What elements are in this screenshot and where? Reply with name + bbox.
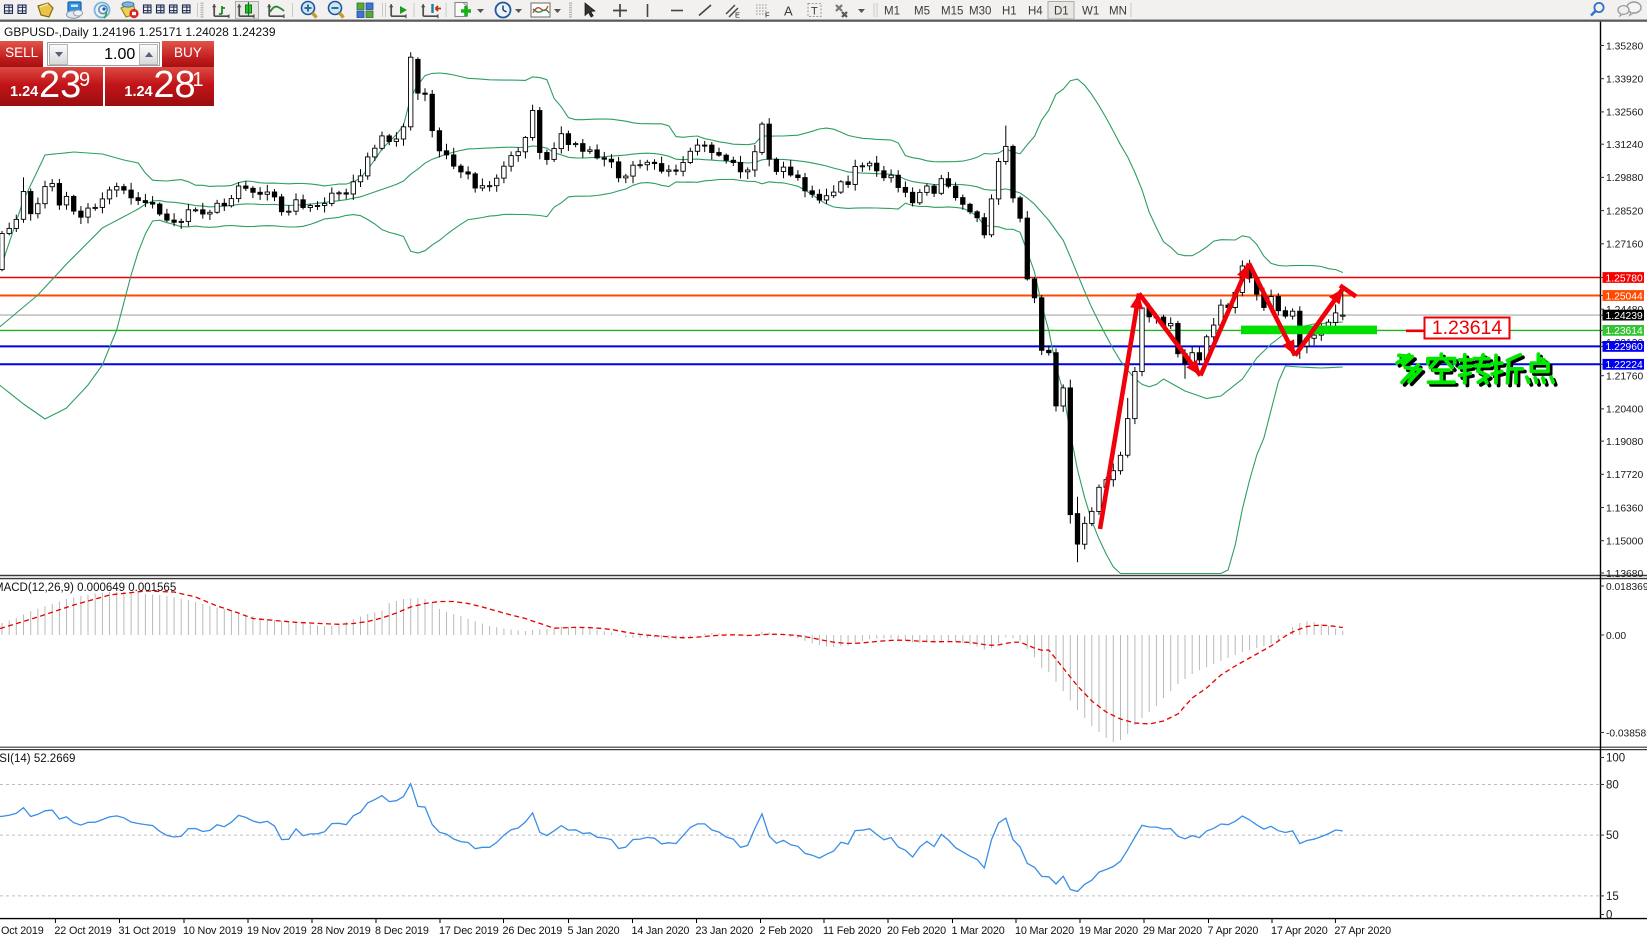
svg-text:8 Dec 2019: 8 Dec 2019 [375, 925, 429, 937]
svg-text:11 Feb 2020: 11 Feb 2020 [823, 925, 881, 937]
svg-text:T: T [811, 6, 818, 18]
svg-text:2 Feb 2020: 2 Feb 2020 [760, 925, 813, 937]
svg-text:1 Mar 2020: 1 Mar 2020 [952, 925, 1005, 937]
svg-text:1.33920: 1.33920 [1606, 75, 1643, 86]
svg-text:1.25780: 1.25780 [1606, 273, 1643, 284]
svg-text:100: 100 [1606, 753, 1625, 765]
svg-text:MN: MN [1109, 6, 1127, 18]
svg-text:0.00: 0.00 [1606, 631, 1626, 642]
svg-text:1.27160: 1.27160 [1606, 240, 1643, 251]
svg-text:Oct 2019: Oct 2019 [1, 925, 44, 937]
svg-text:17 Apr 2020: 17 Apr 2020 [1271, 925, 1328, 937]
svg-text:A: A [784, 4, 793, 19]
svg-text:10 Nov 2019: 10 Nov 2019 [183, 925, 243, 937]
svg-text:14 Jan 2020: 14 Jan 2020 [632, 925, 690, 937]
svg-text:31 Oct 2019: 31 Oct 2019 [119, 925, 176, 937]
svg-text:1.17720: 1.17720 [1606, 470, 1643, 481]
svg-text:26 Dec 2019: 26 Dec 2019 [503, 925, 563, 937]
svg-text:1.22960: 1.22960 [1606, 342, 1643, 353]
svg-text:1.23614: 1.23614 [1606, 326, 1643, 337]
svg-text:1.23614: 1.23614 [1432, 317, 1503, 339]
svg-text:20 Feb 2020: 20 Feb 2020 [887, 925, 946, 937]
svg-text:80: 80 [1606, 780, 1619, 792]
svg-text:22 Oct 2019: 22 Oct 2019 [54, 925, 111, 937]
svg-text:D1: D1 [1054, 6, 1069, 18]
svg-text:1.31240: 1.31240 [1606, 140, 1643, 151]
svg-text:GBPUSD-,Daily 1.24196 1.25171: GBPUSD-,Daily 1.24196 1.25171 1.24028 1.… [4, 25, 276, 39]
svg-text:27 Apr 2020: 27 Apr 2020 [1334, 925, 1391, 937]
svg-text:10 Mar 2020: 10 Mar 2020 [1015, 925, 1074, 937]
svg-text:W1: W1 [1082, 6, 1099, 18]
svg-text:7 Apr 2020: 7 Apr 2020 [1208, 925, 1259, 937]
svg-text:1.20400: 1.20400 [1606, 405, 1643, 416]
svg-text:17 Dec 2019: 17 Dec 2019 [439, 925, 499, 937]
svg-text:1.28520: 1.28520 [1606, 206, 1643, 217]
svg-text:1.35280: 1.35280 [1606, 41, 1643, 52]
svg-text:H1: H1 [1002, 6, 1017, 18]
svg-text:H4: H4 [1028, 6, 1043, 18]
svg-text:RSI(14) 52.2669: RSI(14) 52.2669 [0, 753, 75, 765]
svg-text:1.21760: 1.21760 [1606, 372, 1643, 383]
svg-text:1.16360: 1.16360 [1606, 503, 1643, 514]
svg-text:1.22224: 1.22224 [1606, 360, 1643, 371]
svg-text:M1: M1 [884, 6, 900, 18]
svg-text:29 Mar 2020: 29 Mar 2020 [1143, 925, 1202, 937]
svg-text:0: 0 [1606, 910, 1612, 922]
svg-text:E: E [735, 11, 740, 20]
svg-text:50: 50 [1606, 830, 1619, 842]
svg-text:MACD(12,26,9) 0.000649 0.00156: MACD(12,26,9) 0.000649 0.001565 [0, 582, 176, 594]
svg-text:0.018369: 0.018369 [1606, 582, 1647, 593]
svg-text:28 Nov 2019: 28 Nov 2019 [311, 925, 371, 937]
svg-text:-0.038585: -0.038585 [1606, 728, 1647, 739]
svg-text:1.15000: 1.15000 [1606, 537, 1643, 548]
svg-text:19 Mar 2020: 19 Mar 2020 [1079, 925, 1138, 937]
svg-text:23 Jan 2020: 23 Jan 2020 [696, 925, 754, 937]
svg-text:19 Nov 2019: 19 Nov 2019 [247, 925, 307, 937]
svg-text:M30: M30 [969, 6, 991, 18]
svg-text:1.24239: 1.24239 [1606, 311, 1643, 322]
svg-text:M15: M15 [941, 6, 963, 18]
svg-text:5 Jan 2020: 5 Jan 2020 [568, 925, 620, 937]
svg-text:1.29880: 1.29880 [1606, 173, 1643, 184]
svg-text:1.13680: 1.13680 [1606, 569, 1643, 580]
svg-text:1.25044: 1.25044 [1606, 291, 1643, 302]
svg-text:15: 15 [1606, 891, 1619, 903]
svg-text:1.32560: 1.32560 [1606, 108, 1643, 119]
svg-text:F: F [765, 11, 770, 20]
svg-text:1.19080: 1.19080 [1606, 437, 1643, 448]
svg-text:M5: M5 [914, 6, 930, 18]
